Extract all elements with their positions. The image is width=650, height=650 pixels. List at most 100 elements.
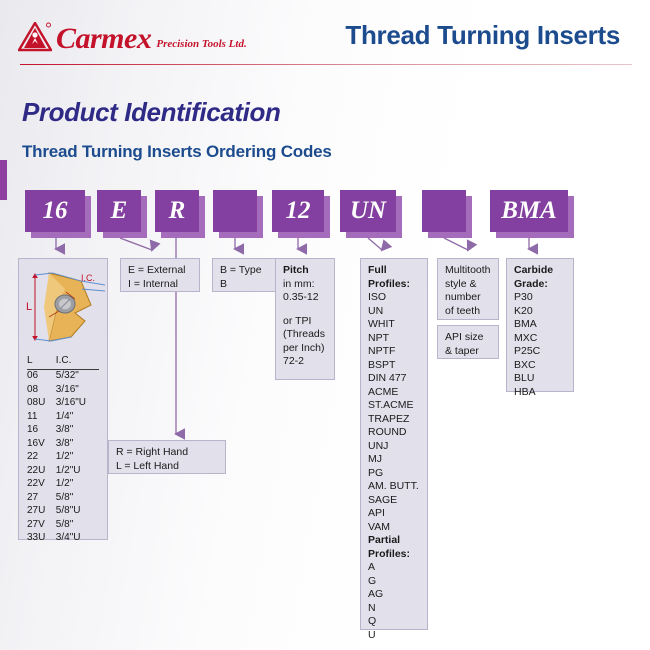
cell-l: 11 [27,410,38,422]
list-item: WHIT [368,318,395,330]
code-box-16[interactable]: 16 [25,190,85,232]
cell-ic: 1/2" [55,478,74,489]
cell-ic: 1/4" [55,410,74,422]
cell-l: 06 [27,370,39,381]
table-row: 22 1/2" [27,451,99,465]
info-box-multitooth: Multitooth style & number of teeth [437,258,499,320]
code-box-r[interactable]: R [155,190,199,232]
cell-ic: 1/2"U [55,464,81,476]
cell-ic: 3/16"U [55,397,87,408]
list-item: BMA [514,318,537,330]
code-box-e[interactable]: E [97,190,141,232]
code-box-blank-6[interactable] [422,190,466,232]
insert-dimension-table: L I.C. 06 5/32" 08 3/16" 08U 3/16"U 11 1/4" 16 3/… [27,355,99,545]
list-item: BXC [514,358,536,371]
list-item: G [368,574,377,587]
partial-profiles-title-2: Profiles: [368,547,411,560]
list-item: HBA [514,385,536,398]
list-item: ACME [368,385,399,398]
pitch-mm-label: in mm: [283,277,315,290]
list-item: API [368,507,385,519]
cell-ic: 5/8" [55,518,74,530]
partial-profiles-list: A G AG N Q U [368,561,420,642]
cell-l: 08 [27,383,39,395]
info-box-hand-direction: R = Right Hand L = Left Hand [108,440,226,474]
info-box-type-b: B = Type B [212,258,278,292]
pitch-spacer [283,305,327,315]
svg-text:L: L [26,301,32,313]
insert-diagram: L I.C. [19,259,107,355]
insert-drawing-svg: L I.C. [26,272,106,342]
list-item: DIN 477 [368,372,407,384]
table-row: 06 5/32" [27,369,99,383]
carmex-triangle-icon [16,20,54,52]
table-row: 16 3/8" [27,424,99,438]
full-profiles-title-1: Full [368,264,387,276]
cell-ic: 1/2" [55,451,74,462]
page-title: Product Identification [22,97,281,127]
list-item: Q [368,615,377,627]
line-internal: I = Internal [128,277,178,290]
cell-ic: 5/8" [55,491,74,503]
table-header-row: L I.C. [27,355,99,370]
pitch-tpi-label: or TPI [283,314,312,327]
list-item: BSPT [368,358,396,371]
cell-ic: 3/8" [55,424,74,435]
multitooth-line-2: style & [445,277,477,290]
svg-text:I.C.: I.C. [81,273,95,283]
cell-l: 16V [27,437,45,449]
page-header: Carmex Precision Tools Ltd. Thread Turni… [0,0,650,70]
list-item: MXC [514,331,538,344]
carmex-logo-svg [16,20,54,52]
cell-l: 27 [27,491,39,503]
col-header-ic: I.C. [55,355,99,370]
list-item: PG [368,466,384,479]
table-row: 22V 1/2" [27,478,99,492]
cell-l: 27V [27,518,45,530]
line-left-hand: L = Left Hand [116,459,179,472]
page-subtitle: Thread Turning Inserts Ordering Codes [22,142,332,161]
code-box-un[interactable]: UN [340,190,396,232]
table-row: 27V 5/8" [27,518,99,532]
list-item: AG [368,588,384,600]
code-box-blank-3[interactable] [213,190,257,232]
info-box-carbide-grade: Carbide Grade: P30 K20 BMA MXC P25C BXC BLU HBA [506,258,574,398]
cell-ic: 3/4"U [55,532,81,543]
carbide-grade-title-2: Grade: [514,277,548,290]
api-line-2: & taper [445,344,479,357]
cell-ic: 5/8"U [55,505,81,516]
info-box-insert-dimensions: L I.C. L I.C. 06 5/32" 08 3/16 [18,258,108,543]
list-item: UNJ [368,439,389,452]
list-item: UN [368,304,384,317]
code-box-bma[interactable]: BMA [490,190,568,232]
info-box-api-size: API size & taper [437,325,499,359]
partial-profiles-title-1: Partial [368,534,401,546]
carbide-grade-list: P30 K20 BMA MXC P25C BXC BLU HBA [514,291,566,399]
list-item: MJ [368,453,382,465]
list-item: ISO [368,291,387,303]
list-item: N [368,601,376,614]
cell-ic: 3/16" [55,383,79,395]
line-type-b: B = Type B [220,264,262,290]
code-box-12[interactable]: 12 [272,190,324,232]
cell-l: 22V [27,478,45,489]
pitch-title: Pitch [283,264,309,276]
multitooth-line-3: number [445,291,481,303]
list-item: P25C [514,345,541,357]
list-item: NPT [368,331,389,344]
table-row: 11 1/4" [27,410,99,424]
pitch-tpi-range: 72-2 [283,355,305,367]
pitch-tpi-perinch: per Inch) [283,341,325,354]
table-row: 27U 5/8"U [27,505,99,519]
list-item: SAGE [368,493,398,506]
cell-l: 27U [27,505,46,516]
cell-ic: 3/8" [55,437,74,449]
brand-tagline: Precision Tools Ltd. [156,38,247,50]
left-accent-bar [0,160,7,200]
cell-l: 08U [27,397,46,408]
list-item: BLU [514,372,535,384]
table-row: 33U 3/4"U [27,532,99,546]
info-box-pitch: Pitch in mm: 0.35-12 or TPI (Threads per… [275,258,335,380]
